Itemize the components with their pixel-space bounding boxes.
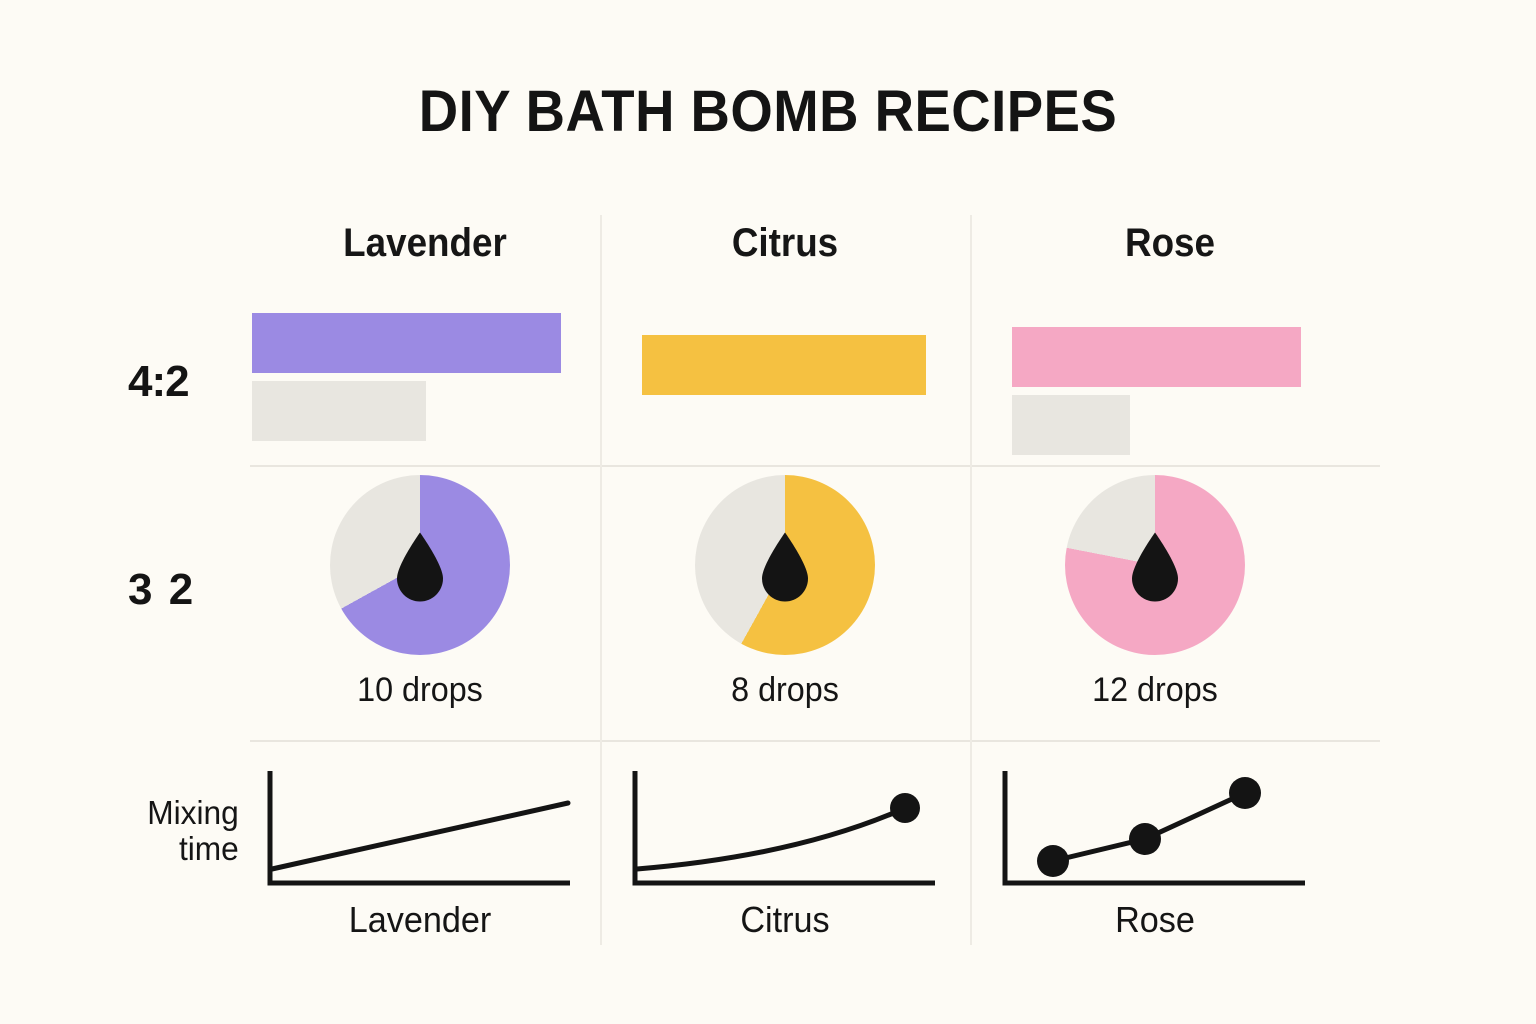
- bar-chart-row: [150, 305, 1380, 455]
- y-axis-label-line2: time: [178, 829, 239, 867]
- column-divider-2: [970, 215, 972, 945]
- column-header-row: Lavender Citrus Rose: [150, 221, 1380, 291]
- row-divider-2: [250, 740, 1380, 742]
- line-cell-rose: Rose: [970, 765, 1340, 965]
- water-drop-icon: [762, 532, 808, 602]
- pie-wrap-lavender: [330, 475, 510, 655]
- pie-cell-rose: 12 drops: [970, 475, 1340, 735]
- data-point-marker: [1037, 845, 1069, 877]
- pie-caption-citrus: 8 drops: [731, 671, 839, 709]
- row-divider-1: [250, 465, 1380, 467]
- y-axis-label: Mixing time: [85, 795, 239, 866]
- pie-chart-row: 10 drops 8 drops 12 drops: [150, 475, 1380, 735]
- line-chart-citrus: [632, 771, 935, 886]
- line-caption-citrus: Citrus: [740, 899, 830, 940]
- bar-rose-primary: [1012, 327, 1301, 387]
- data-point-marker: [890, 793, 920, 823]
- bar-rose-base: [1012, 395, 1130, 455]
- water-drop-icon: [1132, 532, 1178, 602]
- data-point-marker: [1129, 823, 1161, 855]
- line-cell-citrus: Citrus: [600, 765, 970, 965]
- line-caption-rose: Rose: [1115, 899, 1195, 940]
- pie-caption-lavender: 10 drops: [357, 671, 483, 709]
- bar-lavender-base: [252, 381, 426, 441]
- row-label-ratio-1: 4:2: [128, 357, 190, 406]
- column-header-rose: Rose: [1125, 221, 1215, 265]
- column-header-citrus: Citrus: [731, 221, 839, 265]
- column-header-lavender: Lavender: [343, 221, 507, 265]
- water-drop-icon: [397, 532, 443, 602]
- bar-citrus-primary: [642, 335, 926, 395]
- infographic-grid: Lavender Citrus Rose 4:2 3 2 10 drops: [128, 205, 1380, 965]
- pie-wrap-rose: [1065, 475, 1245, 655]
- line-cell-lavender: Lavender: [235, 765, 605, 965]
- page-title: DIY BATH BOMB RECIPES: [418, 79, 1118, 144]
- y-axis-label-line1: Mixing: [147, 794, 239, 831]
- line-caption-lavender: Lavender: [348, 899, 492, 940]
- pie-wrap-citrus: [695, 475, 875, 655]
- line-chart-row: Lavender Citrus Rose: [150, 765, 1380, 965]
- data-point-marker: [1229, 777, 1261, 809]
- pie-caption-rose: 12 drops: [1092, 671, 1218, 709]
- row-label-ratio-2: 3 2: [128, 565, 196, 614]
- line-chart-rose: [1002, 771, 1305, 886]
- line-chart-lavender: [267, 771, 571, 886]
- bar-lavender-primary: [252, 313, 561, 373]
- column-divider-1: [600, 215, 602, 945]
- pie-cell-citrus: 8 drops: [600, 475, 970, 735]
- pie-cell-lavender: 10 drops: [235, 475, 605, 735]
